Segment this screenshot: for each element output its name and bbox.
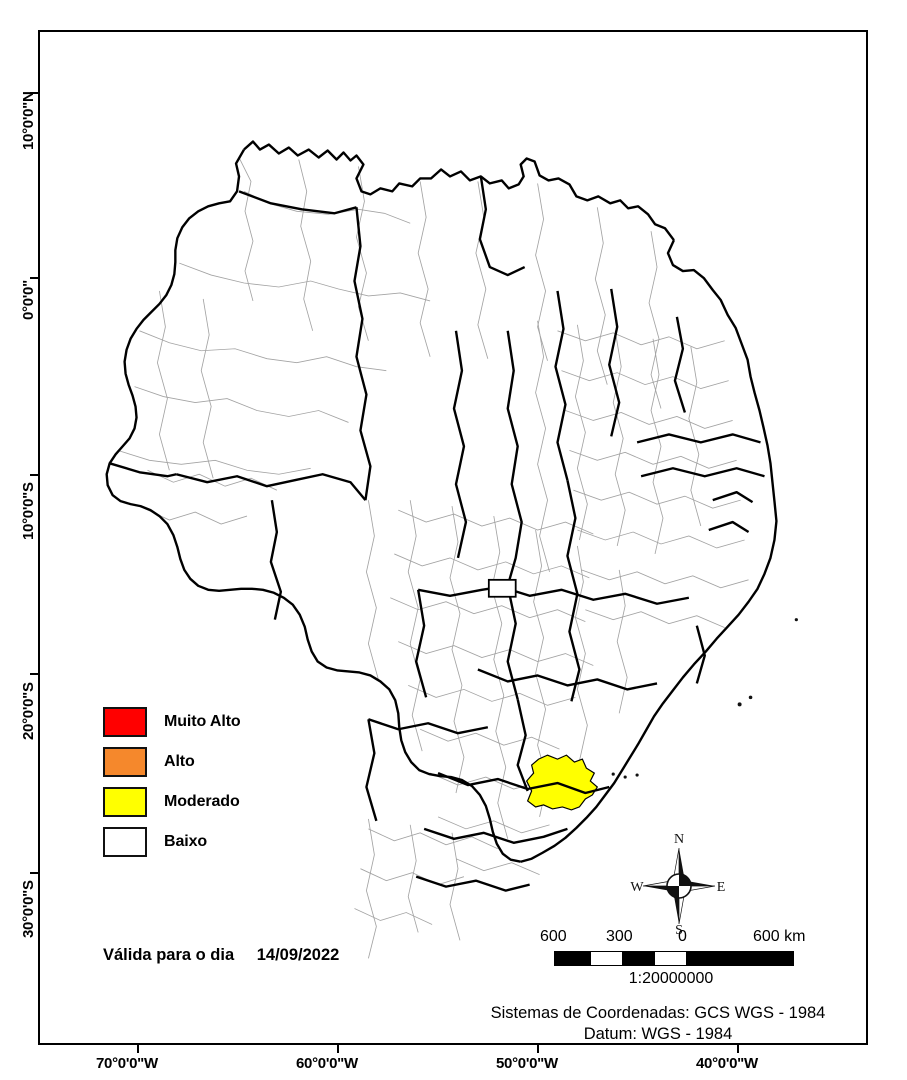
scale-bar-graphic <box>554 951 794 966</box>
municipal-boundaries <box>117 157 749 959</box>
y-axis-label-2: 10°0'0"S <box>20 482 37 540</box>
y-axis-label-3: 20°0'0"S <box>20 682 37 740</box>
brazil-map[interactable] <box>40 32 866 1043</box>
offshore-islands <box>611 618 798 779</box>
legend-item-muito-alto[interactable]: Muito Alto <box>103 702 241 742</box>
y-tick-2 <box>30 474 38 476</box>
y-axis-label-0: 10°0'0"N <box>20 91 37 150</box>
x-tick-3 <box>737 1045 739 1053</box>
scale-label-0: 600 <box>540 928 567 945</box>
scale-segment-5 <box>685 952 793 965</box>
scale-bar-labels: 600 300 0 600 km <box>540 928 850 948</box>
scale-label-2: 0 <box>678 928 687 945</box>
y-tick-4 <box>30 872 38 874</box>
state-boundaries <box>105 140 778 892</box>
scale-segment-3 <box>621 952 655 965</box>
legend-item-moderado[interactable]: Moderado <box>103 782 241 822</box>
x-axis-label-2: 50°0'0"W <box>496 1055 558 1072</box>
scale-bar: 600 300 0 600 km 1:20000000 <box>540 928 850 988</box>
coordinate-system-line-1: Sistemas de Coordenadas: GCS WGS - 1984 <box>490 1004 826 1022</box>
legend-item-alto[interactable]: Alto <box>103 742 241 782</box>
map-land-layer <box>106 141 777 862</box>
map-frame[interactable] <box>38 30 868 1045</box>
scale-ratio: 1:20000000 <box>628 970 714 987</box>
y-axis-label-1: 0°0'0" <box>20 280 37 320</box>
risk-legend: Muito Alto Alto Moderado Baixo <box>103 702 241 862</box>
y-axis-label-4: 30°0'0"S <box>20 880 37 938</box>
distrito-federal-marker <box>487 578 517 598</box>
validity-date: 14/09/2022 <box>256 946 340 964</box>
compass-east-label: E <box>717 880 726 895</box>
y-tick-3 <box>30 673 38 675</box>
legend-swatch-baixo <box>103 827 147 857</box>
compass-south-label: S <box>675 923 683 935</box>
legend-swatch-muito-alto <box>103 707 147 737</box>
scale-label-3: 600 km <box>753 928 806 945</box>
scale-segment-1 <box>555 952 591 965</box>
x-tick-1 <box>337 1045 339 1053</box>
x-tick-0 <box>137 1045 139 1053</box>
legend-swatch-moderado <box>103 787 147 817</box>
compass-north-label: N <box>674 832 684 847</box>
legend-label-alto: Alto <box>164 753 195 770</box>
legend-label-muito-alto: Muito Alto <box>164 713 241 730</box>
compass-west-label: W <box>630 880 644 895</box>
x-tick-2 <box>537 1045 539 1053</box>
legend-swatch-alto <box>103 747 147 777</box>
scale-label-1: 300 <box>606 928 633 945</box>
validity-note: Válida para o dia 14/09/2022 <box>103 946 339 965</box>
x-axis-label-1: 60°0'0"W <box>296 1055 358 1072</box>
y-tick-1 <box>30 277 38 279</box>
compass-rose-icon: N S E W <box>630 832 726 938</box>
x-axis-label-3: 40°0'0"W <box>696 1055 758 1072</box>
legend-label-moderado: Moderado <box>164 793 240 810</box>
scale-segment-2 <box>590 952 622 965</box>
coordinate-system-line-2: Datum: WGS - 1984 <box>583 1025 733 1044</box>
coordinate-system-note: Sistemas de Coordenadas: GCS WGS - 1984 … <box>458 1003 858 1046</box>
legend-label-baixo: Baixo <box>164 833 208 850</box>
validity-label: Válida para o dia <box>103 946 235 964</box>
compass-rose: N S E W <box>629 830 729 938</box>
scale-segment-4 <box>654 952 686 965</box>
legend-item-baixo[interactable]: Baixo <box>103 822 241 862</box>
x-axis-label-0: 70°0'0"W <box>96 1055 158 1072</box>
y-tick-0 <box>30 92 38 94</box>
